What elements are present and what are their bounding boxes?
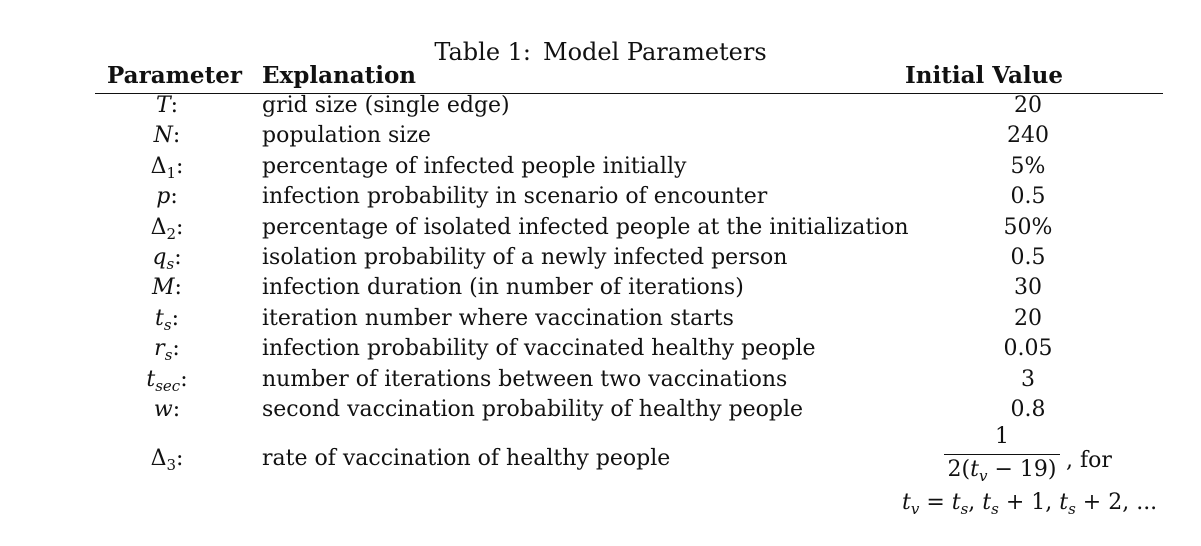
fraction-denominator: 2(tv − 19)	[947, 457, 1057, 485]
parameter-explanation: infection probability of vaccinated heal…	[262, 336, 816, 362]
parameter-symbol-base: q	[152, 245, 167, 270]
parameter-symbol: tsec:	[112, 367, 222, 395]
symbol-colon: :	[172, 123, 181, 149]
parameter-initial-value: 50%	[1003, 214, 1053, 240]
table-row: w: second vaccination probability of heal…	[0, 397, 1201, 427]
parameter-explanation: grid size (single edge)	[262, 93, 510, 118]
parameter-initial-value: 0.5	[1010, 184, 1046, 210]
header-explanation: Explanation	[262, 62, 417, 89]
table-row: Δ2: percentage of isolated infected peopl…	[0, 215, 1201, 245]
parameter-explanation: percentage of isolated infected people a…	[262, 214, 909, 240]
parameter-symbol: M:	[112, 275, 222, 300]
parameter-symbol-subscript: s	[166, 255, 175, 273]
header-parameter: Parameter	[107, 62, 242, 89]
parameter-initial-value: 0.8	[1010, 397, 1046, 422]
parameter-symbol-subscript: s	[163, 315, 172, 334]
symbol-colon: :	[170, 93, 179, 118]
table-caption: Table 1: Model Parameters	[0, 38, 1201, 66]
formula-suffix: , for	[1066, 448, 1112, 473]
parameter-initial-value: 5%	[1010, 153, 1046, 179]
parameter-explanation: percentage of infected people initially	[262, 153, 687, 179]
parameter-symbol-base: Δ	[150, 153, 167, 179]
symbol-colon: :	[172, 336, 180, 362]
parameter-explanation: iteration number where vaccination start…	[262, 305, 734, 331]
parameter-symbol: p:	[112, 184, 222, 209]
header-rule	[95, 93, 1163, 94]
table-row: N: population size 240	[0, 123, 1201, 153]
parameter-symbol-subscript: sec	[155, 376, 181, 395]
parameter-explanation: rate of vaccination of healthy people	[262, 446, 671, 471]
table-caption-label: Table 1:	[434, 38, 532, 66]
parameter-explanation: infection probability in scenario of enc…	[262, 184, 768, 210]
fraction: 1 2(tv − 19)	[942, 424, 1062, 485]
table-row: ts: iteration number where vaccination st…	[0, 306, 1201, 336]
table-row: tsec: number of iterations between two va…	[0, 367, 1201, 397]
parameter-initial-value: 20	[1014, 93, 1042, 118]
parameter-symbol-base: T	[155, 93, 171, 118]
parameter-explanation: infection duration (in number of iterati…	[262, 275, 744, 301]
symbol-colon: :	[174, 245, 182, 270]
symbol-colon: :	[180, 366, 188, 392]
table-row: T: grid size (single edge) 20	[0, 93, 1201, 123]
parameter-initial-value: 3	[1021, 366, 1035, 392]
table-row: rs: infection probability of vaccinated h…	[0, 336, 1201, 366]
symbol-colon: :	[176, 153, 184, 179]
symbol-colon: :	[174, 275, 182, 301]
symbol-colon: :	[172, 397, 181, 422]
parameter-explanation: second vaccination probability of health…	[262, 397, 804, 422]
parameter-explanation: isolation probability of a newly infecte…	[262, 245, 788, 270]
parameter-symbol-subscript: s	[164, 346, 173, 365]
table-row: Δ3: rate of vaccination of healthy people	[0, 446, 1201, 476]
parameter-symbol-subscript: 3	[166, 456, 176, 474]
parameter-symbol: ts:	[112, 306, 222, 334]
table-row: p: infection probability in scenario of e…	[0, 184, 1201, 214]
table-caption-title: Model Parameters	[543, 38, 767, 66]
parameter-symbol: Δ1:	[112, 154, 222, 182]
parameter-symbol: w:	[112, 397, 222, 422]
parameter-symbol-base: w	[153, 397, 173, 422]
parameter-symbol-base: r	[154, 336, 165, 362]
parameter-symbol-base: t	[155, 305, 164, 331]
parameter-initial-value: 0.05	[1003, 336, 1053, 362]
parameter-initial-value: 30	[1014, 275, 1042, 301]
symbol-colon: :	[176, 214, 184, 240]
parameter-symbol-base: N	[153, 123, 173, 149]
parameter-symbol-subscript: 2	[166, 224, 176, 243]
parameter-symbol-base: t	[146, 366, 156, 392]
parameter-explanation: number of iterations between two vaccina…	[262, 366, 788, 392]
formula-range: tv = ts, ts + 1, ts + 2, ...	[902, 490, 1158, 518]
symbol-colon: :	[170, 184, 178, 210]
parameter-symbol: rs:	[112, 336, 222, 364]
parameter-symbol-subscript: 1	[166, 163, 176, 182]
symbol-colon: :	[171, 305, 179, 331]
fraction-numerator: 1	[995, 424, 1009, 449]
parameter-initial-value: 20	[1014, 305, 1042, 331]
fraction-bar	[944, 454, 1060, 455]
parameter-symbol-base: M	[152, 275, 175, 301]
parameter-symbol-base: Δ	[150, 214, 167, 240]
parameter-symbol-base: Δ	[150, 446, 167, 471]
parameter-symbol: N:	[112, 123, 222, 148]
table-row: M: infection duration (in number of itera…	[0, 275, 1201, 305]
table-row: Δ1: percentage of infected people initial…	[0, 154, 1201, 184]
parameter-symbol: qs:	[112, 245, 222, 273]
table-row: qs: isolation probability of a newly infe…	[0, 245, 1201, 275]
parameter-explanation: population size	[262, 123, 431, 149]
parameter-initial-value: 0.5	[1010, 245, 1046, 270]
parameter-symbol: T:	[112, 93, 222, 118]
symbol-colon: :	[176, 446, 184, 471]
parameter-initial-value: 240	[1007, 123, 1049, 149]
parameter-symbol: Δ2:	[112, 215, 222, 243]
delta3-formula: 1 2(tv − 19) , for tv = ts, ts + 1, ts +…	[896, 424, 1186, 524]
parameter-symbol: Δ3:	[112, 446, 222, 474]
header-initial-value: Initial Value	[905, 62, 1063, 89]
parameter-symbol-base: p	[156, 184, 171, 210]
